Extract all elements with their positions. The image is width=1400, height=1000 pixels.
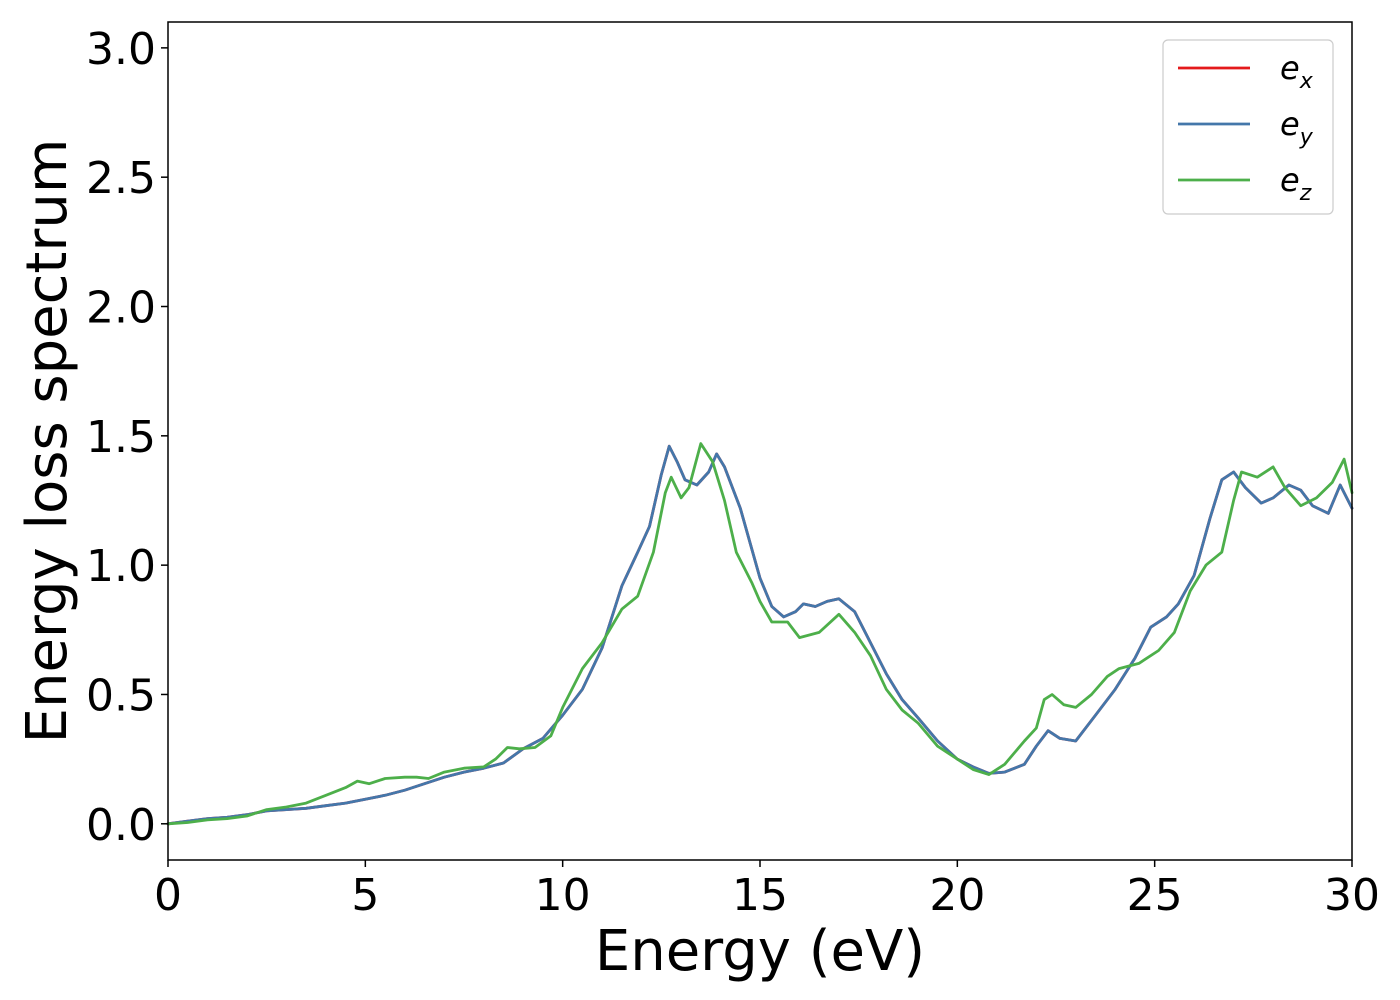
x-axis-title: Energy (eV) <box>595 919 925 984</box>
x-tick-label: 20 <box>929 870 985 921</box>
y-tick-label: 2.0 <box>86 283 156 334</box>
x-tick-label: 25 <box>1127 870 1183 921</box>
series-line-ez <box>166 442 1354 826</box>
y-tick-label: 2.5 <box>86 153 156 204</box>
plot-area <box>168 22 1352 860</box>
series-line-ey <box>166 444 1354 826</box>
plot-frame <box>167 21 1353 861</box>
y-axis-title: Energy loss spectrum <box>15 139 80 744</box>
series-layer <box>166 442 1354 826</box>
y-tick-label: 0.5 <box>86 670 156 721</box>
x-tick-label: 15 <box>732 870 788 921</box>
legend-box <box>1162 39 1334 215</box>
y-tick-label: 1.5 <box>86 412 156 463</box>
x-tick-label: 30 <box>1324 870 1380 921</box>
ticks-layer: 0 5 10 15 20 25 30 0.0 0.5 1.0 1.5 2.0 2.5 3.0 <box>86 24 1380 921</box>
x-tick-label: 0 <box>154 870 182 921</box>
x-tick-label: 10 <box>535 870 591 921</box>
y-tick-label: 1.0 <box>86 541 156 592</box>
x-tick-label: 5 <box>351 870 379 921</box>
y-tick-label: 3.0 <box>86 24 156 75</box>
y-tick-label: 0.0 <box>86 800 156 851</box>
